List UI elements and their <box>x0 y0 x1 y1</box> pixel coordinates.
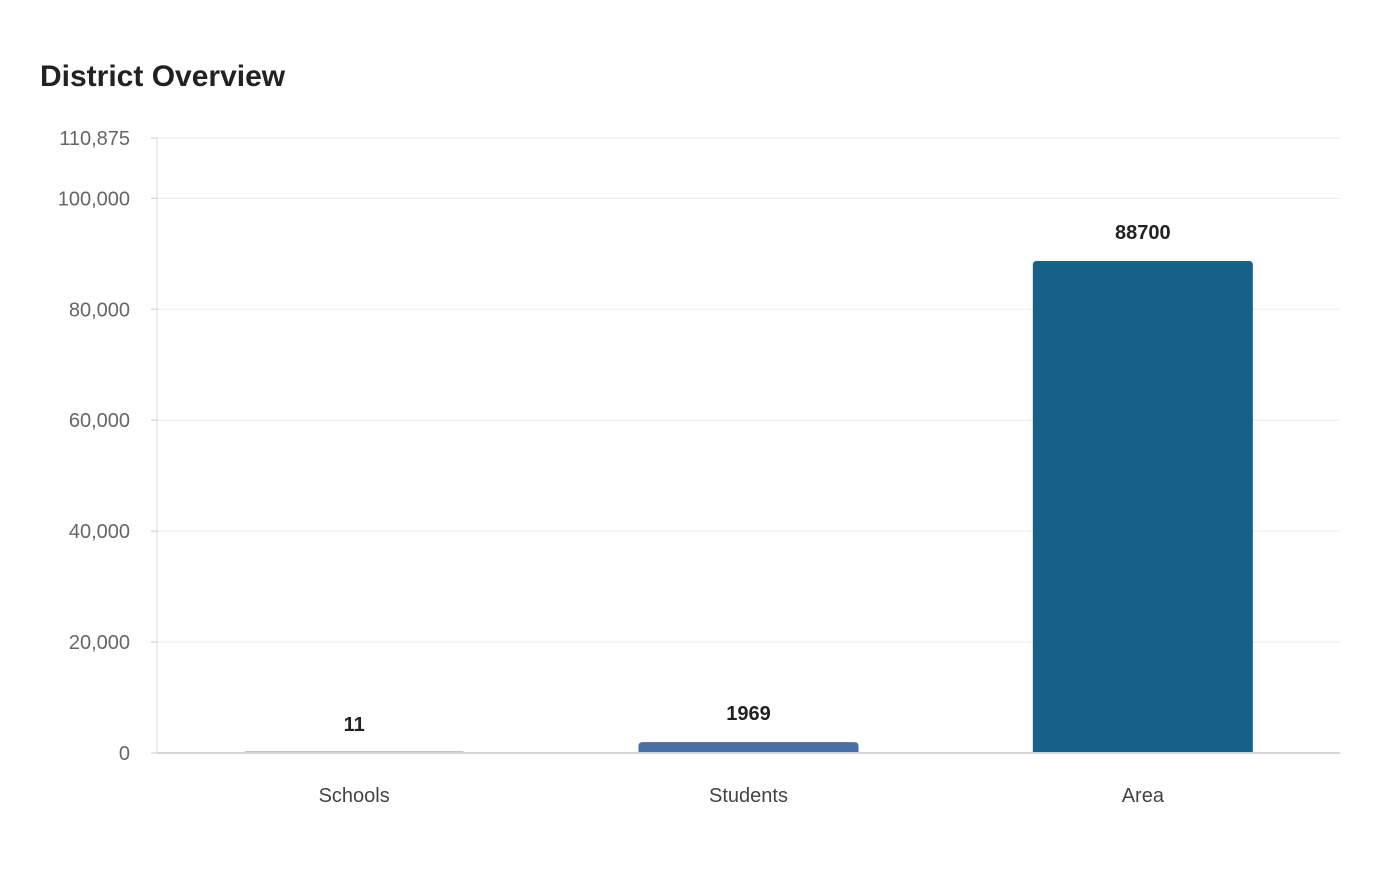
chart-title: District Overview <box>40 60 286 93</box>
y-tick-label: 20,000 <box>69 632 130 654</box>
data-label: 88700 <box>1115 222 1171 244</box>
data-label: 11 <box>344 714 365 736</box>
y-tick-label: 110,875 <box>59 128 130 150</box>
y-tick-label: 60,000 <box>69 410 130 432</box>
bar-students <box>638 742 859 753</box>
y-tick-label: 0 <box>119 743 130 765</box>
x-tick-label: Students <box>709 785 788 807</box>
x-tick-label: Area <box>1122 785 1165 807</box>
y-tick-label: 100,000 <box>58 188 130 210</box>
data-label: 1969 <box>726 703 771 725</box>
bar-area <box>1032 261 1253 753</box>
y-tick-label: 80,000 <box>69 299 130 321</box>
x-tick-label: Schools <box>319 785 390 807</box>
y-tick-label: 40,000 <box>69 521 130 543</box>
